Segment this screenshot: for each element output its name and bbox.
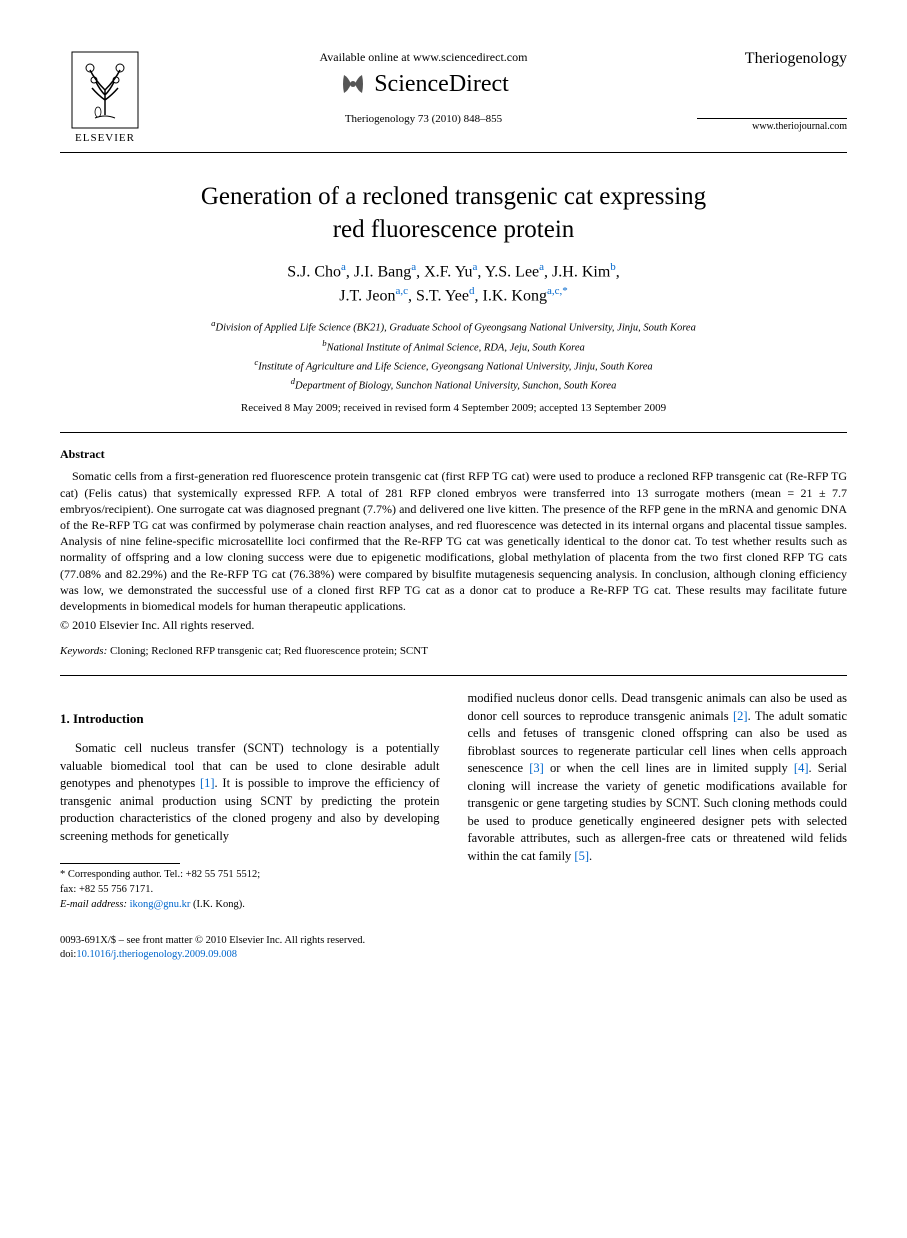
corresponding-star-icon[interactable]: *	[562, 285, 568, 297]
citation-link[interactable]: [2]	[733, 709, 748, 723]
publisher-name: ELSEVIER	[75, 132, 135, 144]
article-dates: Received 8 May 2009; received in revised…	[60, 402, 847, 414]
email-link[interactable]: ikong@gnu.kr	[130, 899, 191, 910]
footnote-separator	[60, 863, 180, 864]
title-line-2: red fluorescence protein	[333, 216, 575, 243]
author[interactable]: S.T. Yee	[416, 287, 469, 304]
affiliation: Department of Biology, Sunchon National …	[295, 381, 616, 392]
doi-link[interactable]: 10.1016/j.theriogenology.2009.09.008	[76, 949, 237, 960]
affiliations: aDivision of Applied Life Science (BK21)…	[60, 317, 847, 394]
journal-url[interactable]: www.theriojournal.com	[697, 118, 847, 132]
sciencedirect-text: ScienceDirect	[374, 71, 509, 98]
email-author-name: (I.K. Kong).	[193, 899, 245, 910]
author[interactable]: I.K. Kong	[483, 287, 547, 304]
keywords-row: Keywords: Cloning; Recloned RFP transgen…	[60, 645, 847, 657]
title-line-1: Generation of a recloned transgenic cat …	[201, 183, 706, 210]
citation-link[interactable]: [5]	[574, 849, 589, 863]
journal-page: ELSEVIER Available online at www.science…	[0, 0, 907, 1002]
author[interactable]: X.F. Yu	[424, 263, 472, 280]
section-heading: 1. Introduction	[60, 710, 440, 728]
available-online-text: Available online at www.sciencedirect.co…	[320, 50, 528, 65]
journal-name: Theriogenology	[745, 50, 847, 68]
divider	[60, 432, 847, 433]
footnote-email-row: E-mail address: ikong@gnu.kr (I.K. Kong)…	[60, 898, 440, 913]
author-affil-sup: a,c	[395, 285, 408, 297]
page-header: ELSEVIER Available online at www.science…	[60, 50, 847, 153]
email-label: E-mail address:	[60, 899, 127, 910]
corresponding-author-footnote: * Corresponding author. Tel.: +82 55 751…	[60, 868, 440, 912]
footnote-tel: * Corresponding author. Tel.: +82 55 751…	[60, 868, 440, 883]
elsevier-tree-logo	[70, 50, 140, 130]
affiliation: National Institute of Animal Science, RD…	[327, 342, 585, 353]
body-paragraph: modified nucleus donor cells. Dead trans…	[468, 690, 848, 865]
author[interactable]: J.H. Kim	[552, 263, 610, 280]
author-affil-sup: a	[539, 261, 544, 273]
author-affil-sup: d	[469, 285, 475, 297]
keywords-label: Keywords:	[60, 645, 107, 657]
journal-block: Theriogenology www.theriojournal.com	[697, 50, 847, 132]
publisher-block: ELSEVIER	[60, 50, 150, 144]
abstract-text: Somatic cells from a first-generation re…	[60, 468, 847, 614]
citation-text: Theriogenology 73 (2010) 848–855	[345, 113, 502, 125]
author-affil-sup: a	[411, 261, 416, 273]
author-affil-sup: a	[341, 261, 346, 273]
footnote-fax: fax: +82 55 756 7171.	[60, 883, 440, 898]
authors-list: S.J. Choa, J.I. Banga, X.F. Yua, Y.S. Le…	[60, 260, 847, 307]
author-affil-sup: b	[610, 261, 616, 273]
author-affil-sup: a	[472, 261, 477, 273]
keywords-text: Cloning; Recloned RFP transgenic cat; Re…	[110, 645, 428, 657]
footer-doi-row: doi:10.1016/j.theriogenology.2009.09.008	[60, 948, 847, 962]
sciencedirect-logo[interactable]: ScienceDirect	[338, 69, 509, 99]
citation-link[interactable]: [4]	[794, 761, 809, 775]
footer-copyright: 0093-691X/$ – see front matter © 2010 El…	[60, 934, 847, 948]
author[interactable]: S.J. Cho	[287, 263, 341, 280]
author[interactable]: J.T. Jeon	[339, 287, 395, 304]
abstract-heading: Abstract	[60, 447, 847, 462]
sciencedirect-icon	[338, 69, 368, 99]
affiliation: Institute of Agriculture and Life Scienc…	[258, 361, 652, 372]
affiliation: Division of Applied Life Science (BK21),…	[216, 323, 696, 334]
citation-link[interactable]: [1]	[200, 776, 215, 790]
body-paragraph: Somatic cell nucleus transfer (SCNT) tec…	[60, 740, 440, 845]
author[interactable]: Y.S. Lee	[485, 263, 539, 280]
left-column: 1. Introduction Somatic cell nucleus tra…	[60, 690, 440, 912]
article-title: Generation of a recloned transgenic cat …	[60, 181, 847, 246]
abstract-copyright: © 2010 Elsevier Inc. All rights reserved…	[60, 618, 847, 633]
page-footer: 0093-691X/$ – see front matter © 2010 El…	[60, 934, 847, 961]
divider	[60, 675, 847, 676]
author[interactable]: J.I. Bang	[354, 263, 411, 280]
right-column: modified nucleus donor cells. Dead trans…	[468, 690, 848, 912]
citation-link[interactable]: [3]	[529, 761, 544, 775]
doi-label: doi:	[60, 949, 76, 960]
author-affil-sup: a,c,*	[547, 285, 568, 297]
center-header: Available online at www.sciencedirect.co…	[150, 50, 697, 125]
body-columns: 1. Introduction Somatic cell nucleus tra…	[60, 690, 847, 912]
